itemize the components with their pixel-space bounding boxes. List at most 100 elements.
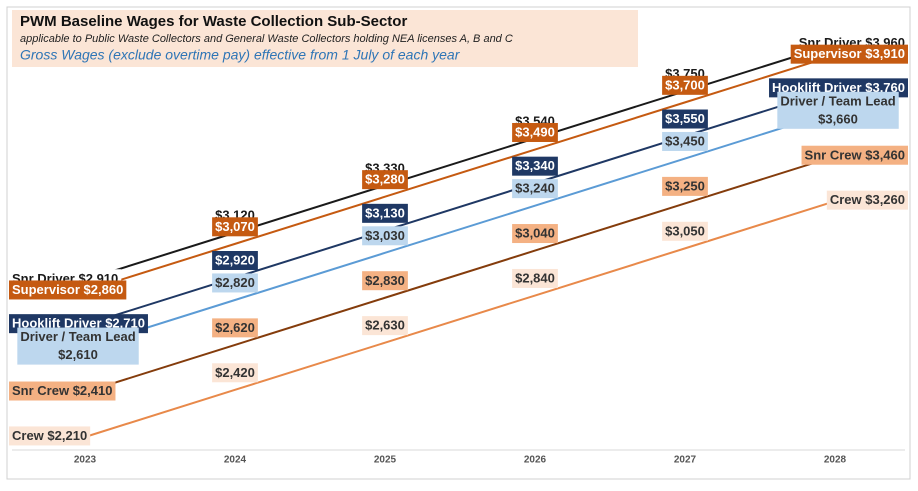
data-label-value: $3,260 <box>865 193 905 208</box>
data-label-group: $2,420 <box>212 363 258 383</box>
label-box <box>362 271 408 291</box>
data-label-group: Driver / Team Lead $3,660 <box>777 91 899 129</box>
data-label: $2,820 <box>215 275 255 290</box>
data-label-value: $3,040 <box>515 226 555 241</box>
data-label-value: $3,760 <box>865 80 905 95</box>
data-label-value: $3,130 <box>365 206 405 221</box>
data-label: $3,280 <box>365 172 405 187</box>
series-name: Supervisor <box>794 47 862 62</box>
data-label-group: $3,240 <box>512 179 558 199</box>
label-box <box>662 176 708 196</box>
data-label: Driver / Team Lead $3,660 <box>780 94 895 127</box>
data-label: Crew $2,210 <box>12 428 87 443</box>
series-name: Snr Crew <box>12 384 70 399</box>
data-label-group: $3,130 <box>362 203 408 223</box>
chart-subtitle: applicable to Public Waste Collectors an… <box>20 33 513 45</box>
label-box <box>662 131 708 151</box>
data-label-value: $3,250 <box>665 179 705 194</box>
data-label: $3,700 <box>665 78 705 93</box>
data-label-value: $2,820 <box>215 275 255 290</box>
frame <box>6 6 911 480</box>
label-box <box>826 190 908 210</box>
label-box <box>362 316 408 336</box>
data-label-group: $2,830 <box>362 271 408 291</box>
data-label-value: $2,420 <box>215 365 255 380</box>
data-label-group: $2,630 <box>362 316 408 336</box>
data-label: $3,040 <box>515 226 555 241</box>
data-label: $3,070 <box>215 219 255 234</box>
data-label: Crew $3,260 <box>830 193 905 208</box>
x-tick-label: 2027 <box>674 455 697 466</box>
data-label-value: $3,550 <box>665 112 705 127</box>
data-label-value: $3,490 <box>515 125 555 140</box>
data-label: Snr Crew $3,460 <box>805 148 905 163</box>
label-box <box>212 318 258 338</box>
data-label: $2,920 <box>215 253 255 268</box>
series-name: Driver / Team Lead <box>20 330 135 345</box>
data-label-value: $3,700 <box>665 78 705 93</box>
data-label-value: $2,710 <box>105 316 145 331</box>
data-label-value: $3,280 <box>365 172 405 187</box>
data-label-value: $2,830 <box>365 273 405 288</box>
x-tick-label: 2026 <box>524 455 547 466</box>
data-label: $3,050 <box>665 224 705 239</box>
label-box <box>801 145 908 165</box>
data-label: $2,630 <box>365 318 405 333</box>
x-tick-label: 2025 <box>374 455 397 466</box>
label-box <box>212 273 258 293</box>
data-label-group: $2,820 <box>212 273 258 293</box>
data-label: Hooklift Driver $3,760 <box>772 80 905 95</box>
data-label-group: $3,280 <box>362 170 408 190</box>
data-label-value: $2,620 <box>215 320 255 335</box>
data-label-group: $3,450 <box>662 131 708 151</box>
data-label-group: $3,040 <box>512 224 558 244</box>
data-label-value: $3,070 <box>215 219 255 234</box>
x-tick-label: 2024 <box>224 455 247 466</box>
series-name: Snr Crew <box>805 148 863 163</box>
data-label: $3,550 <box>665 112 705 127</box>
data-label-value: $3,660 <box>818 112 858 127</box>
label-box <box>512 156 558 176</box>
label-box <box>362 203 408 223</box>
series-name: Hooklift Driver <box>12 316 102 331</box>
data-label-group: Supervisor $3,910 <box>790 44 908 64</box>
label-box <box>212 217 258 237</box>
data-label: $3,340 <box>515 159 555 174</box>
label-box <box>9 381 116 401</box>
data-label-group: $3,490 <box>512 122 558 142</box>
x-tick-label: 2028 <box>824 455 847 466</box>
data-label: Hooklift Driver $2,710 <box>12 316 145 331</box>
data-label: $3,130 <box>365 206 405 221</box>
label-box <box>512 122 558 142</box>
data-label-value: $3,240 <box>515 181 555 196</box>
data-label: $3,450 <box>665 134 705 149</box>
series-name: Crew <box>830 193 863 208</box>
data-label: $2,620 <box>215 320 255 335</box>
series-line <box>84 87 836 326</box>
data-label: $2,840 <box>515 271 555 286</box>
series-line <box>84 155 836 394</box>
data-label: Snr Crew $2,410 <box>12 384 112 399</box>
data-label: Driver / Team Lead $2,610 <box>20 330 135 363</box>
label-box <box>9 280 127 300</box>
data-label-group: Snr Crew $2,410 <box>9 381 116 401</box>
data-label-value: $2,920 <box>215 253 255 268</box>
label-box <box>17 327 139 365</box>
data-label-group: $3,550 <box>662 109 708 129</box>
data-label-group: $3,340 <box>512 156 558 176</box>
series-name: Supervisor <box>12 282 80 297</box>
data-label-group: $2,620 <box>212 318 258 338</box>
series-line <box>84 200 836 438</box>
data-label-group: $3,070 <box>212 217 258 237</box>
data-label-value: $2,410 <box>73 384 113 399</box>
data-label-value: $3,030 <box>365 228 405 243</box>
data-label: Supervisor $3,910 <box>794 47 905 62</box>
data-label-group: Crew $2,210 <box>9 426 91 446</box>
label-box <box>362 170 408 190</box>
label-box <box>512 224 558 244</box>
chart-note: Gross Wages (exclude overtime pay) effec… <box>20 47 461 63</box>
label-box <box>9 426 91 446</box>
chart-title: PWM Baseline Wages for Waste Collection … <box>20 13 407 30</box>
data-label-value: $3,460 <box>865 148 905 163</box>
